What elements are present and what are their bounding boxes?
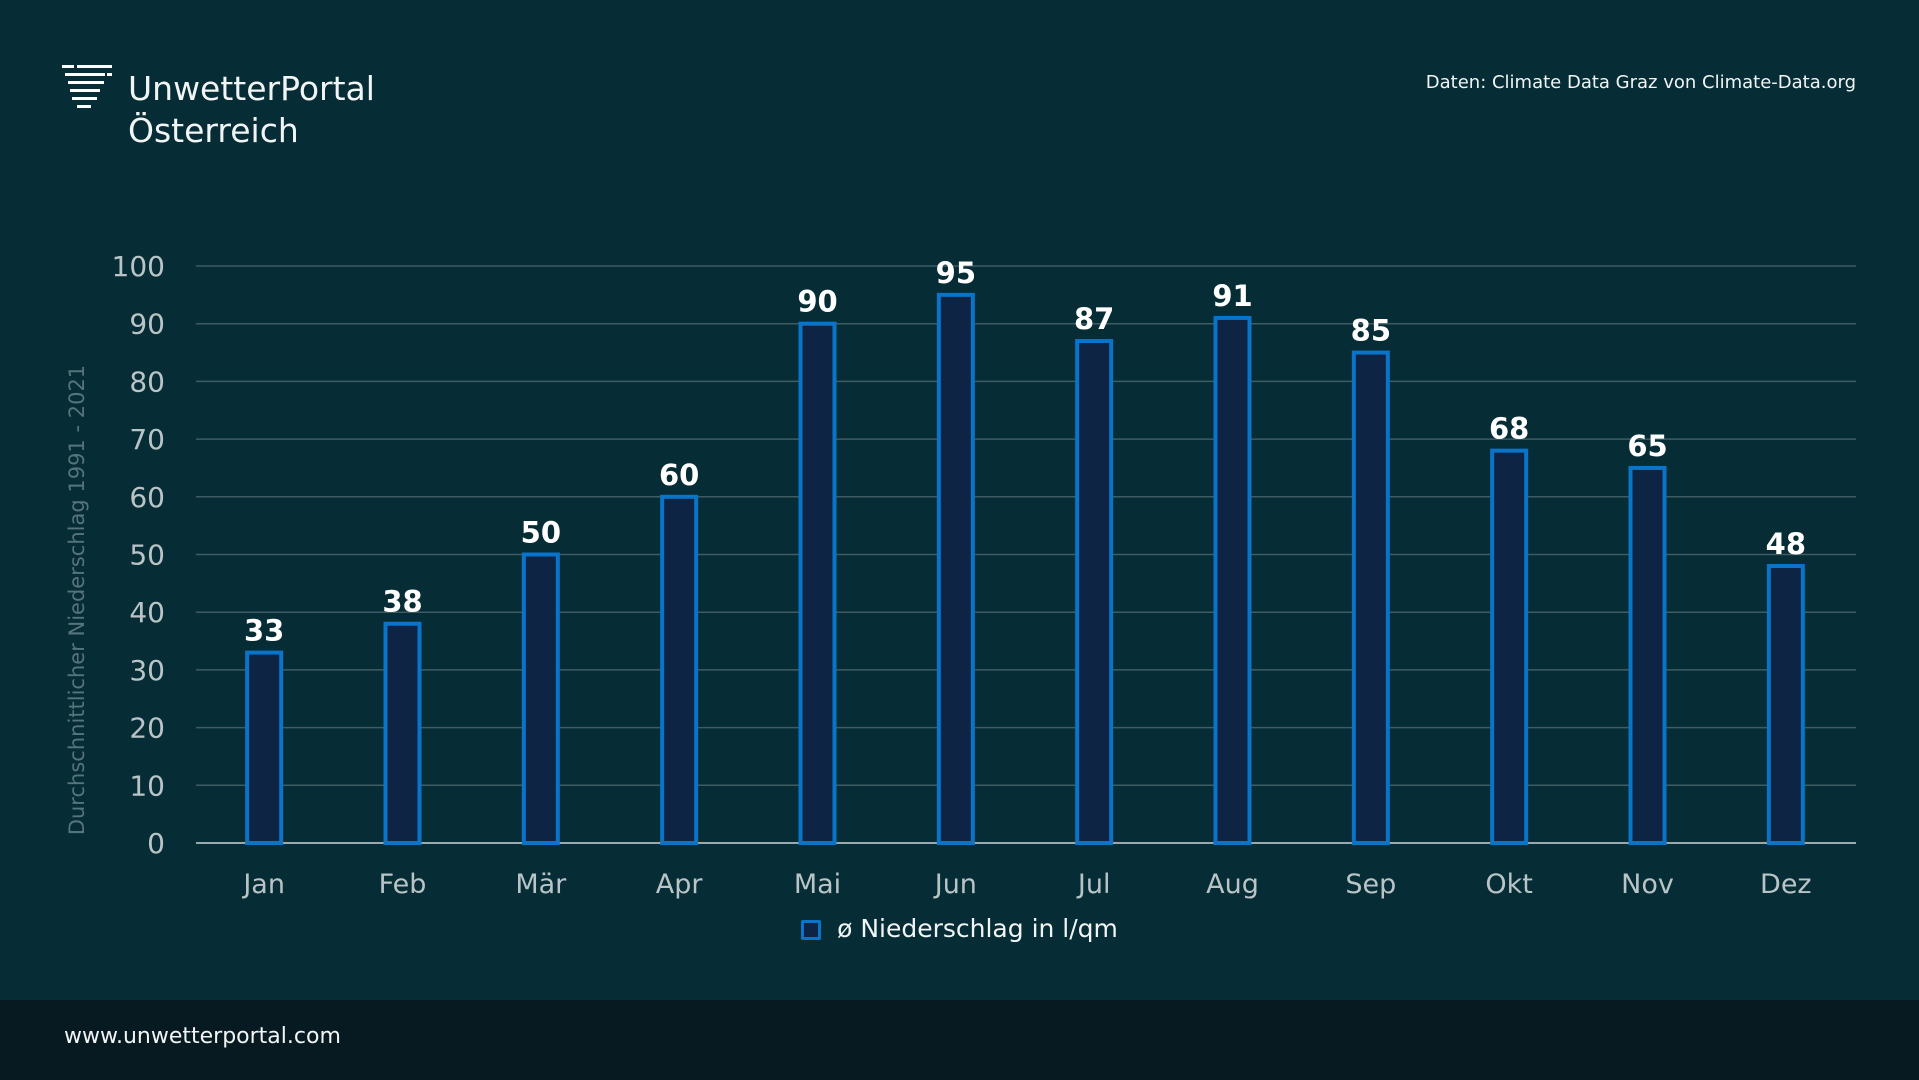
data-label: 85 xyxy=(1351,314,1391,348)
bar-Apr xyxy=(660,494,699,845)
data-label: 90 xyxy=(797,285,837,319)
data-label: 95 xyxy=(936,256,976,290)
legend-swatch xyxy=(801,920,822,940)
bar-Jun xyxy=(936,292,975,846)
x-tick-label: Apr xyxy=(656,869,704,900)
data-label: 33 xyxy=(244,614,284,648)
brand-title: UnwetterPortal Österreich xyxy=(128,68,375,152)
y-tick-label: 50 xyxy=(129,539,165,572)
x-tick-label: Jun xyxy=(933,869,977,900)
logo-icon xyxy=(62,65,112,108)
data-label: 38 xyxy=(382,585,422,619)
y-tick-label: 100 xyxy=(112,250,165,283)
data-label: 68 xyxy=(1489,412,1529,446)
bar-Mai xyxy=(798,321,837,845)
x-tick-label: Mär xyxy=(515,869,567,900)
bar-Nov xyxy=(1628,465,1667,845)
x-tick-label: Dez xyxy=(1760,869,1812,900)
x-tick-label: Okt xyxy=(1485,869,1532,900)
bar-Jul xyxy=(1075,339,1114,845)
x-tick-label: Mai xyxy=(794,869,841,900)
bar-Okt xyxy=(1490,448,1529,845)
data-label: 50 xyxy=(521,516,561,550)
footer: www.unwetterportal.com xyxy=(0,1000,1919,1080)
bar-Mär xyxy=(521,552,560,845)
y-tick-label: 70 xyxy=(129,423,165,456)
brand-line2: Österreich xyxy=(128,111,299,150)
bar-Sep xyxy=(1351,350,1390,845)
y-tick-label: 90 xyxy=(129,308,165,341)
bar-chart: 0 10 20 30 40 50 60 70 80 90 100 Durchschnittlicher… xyxy=(65,250,1856,900)
y-tick-label: 0 xyxy=(147,827,165,860)
footer-url: www.unwetterportal.com xyxy=(64,1024,341,1049)
x-tick-label: Aug xyxy=(1206,869,1259,900)
data-label: 60 xyxy=(659,458,699,492)
data-label: 87 xyxy=(1074,302,1114,336)
data-label: 91 xyxy=(1212,279,1252,313)
x-tick-label: Jan xyxy=(241,869,285,900)
x-tick-label: Jul xyxy=(1076,869,1111,900)
y-tick-label: 20 xyxy=(129,712,165,745)
legend: ø Niederschlag in l/qm xyxy=(0,914,1919,943)
y-tick-label: 80 xyxy=(129,365,165,398)
bar-Dez xyxy=(1766,564,1805,845)
y-tick-label: 10 xyxy=(129,769,165,802)
brand-line1: UnwetterPortal xyxy=(128,69,375,108)
bar-Feb xyxy=(383,621,422,845)
x-tick-label: Sep xyxy=(1345,869,1396,900)
y-tick-label: 40 xyxy=(129,596,165,629)
data-label: 48 xyxy=(1766,527,1806,561)
x-tick-label: Nov xyxy=(1621,869,1674,900)
legend-label: ø Niederschlag in l/qm xyxy=(837,914,1118,943)
bar-Jan xyxy=(245,650,284,846)
bar-Aug xyxy=(1213,315,1252,845)
data-label: 65 xyxy=(1627,429,1667,463)
x-tick-label: Feb xyxy=(379,869,427,900)
y-axis-title: Durchschnittlicher Niederschlag 1991 - 2… xyxy=(65,365,89,835)
y-tick-label: 60 xyxy=(129,481,165,514)
data-source: Daten: Climate Data Graz von Climate-Dat… xyxy=(1425,72,1856,93)
y-tick-label: 30 xyxy=(129,654,165,687)
